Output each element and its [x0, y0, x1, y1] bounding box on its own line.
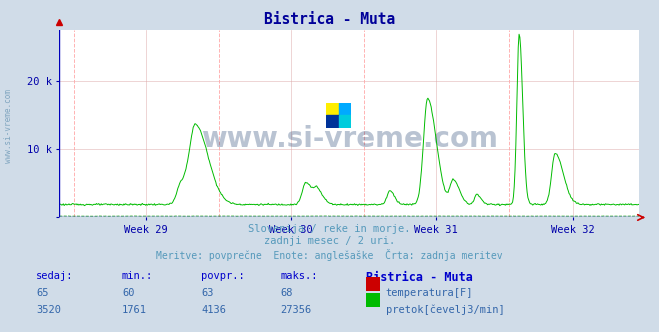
Text: www.si-vreme.com: www.si-vreme.com [201, 125, 498, 153]
Text: pretok[čevelj3/min]: pretok[čevelj3/min] [386, 305, 504, 315]
Text: 65: 65 [36, 288, 49, 298]
Text: www.si-vreme.com: www.si-vreme.com [4, 89, 13, 163]
Bar [326, 103, 339, 116]
Text: Slovenija / reke in morje.: Slovenija / reke in morje. [248, 224, 411, 234]
Text: temperatura[F]: temperatura[F] [386, 288, 473, 298]
Text: sedaj:: sedaj: [36, 271, 74, 281]
Bar [339, 116, 351, 128]
Text: 4136: 4136 [201, 305, 226, 315]
Text: maks.:: maks.: [280, 271, 318, 281]
Text: zadnji mesec / 2 uri.: zadnji mesec / 2 uri. [264, 236, 395, 246]
Bar [326, 116, 339, 128]
Bar [339, 103, 351, 116]
Text: 60: 60 [122, 288, 134, 298]
Text: povpr.:: povpr.: [201, 271, 244, 281]
Text: Bistrica - Muta: Bistrica - Muta [366, 271, 473, 284]
Text: 1761: 1761 [122, 305, 147, 315]
Text: 68: 68 [280, 288, 293, 298]
Text: Meritve: povprečne  Enote: anglešaške  Črta: zadnja meritev: Meritve: povprečne Enote: anglešaške Črt… [156, 249, 503, 261]
Text: 63: 63 [201, 288, 214, 298]
Text: 3520: 3520 [36, 305, 61, 315]
Text: 27356: 27356 [280, 305, 311, 315]
Text: min.:: min.: [122, 271, 153, 281]
Text: Bistrica - Muta: Bistrica - Muta [264, 12, 395, 27]
